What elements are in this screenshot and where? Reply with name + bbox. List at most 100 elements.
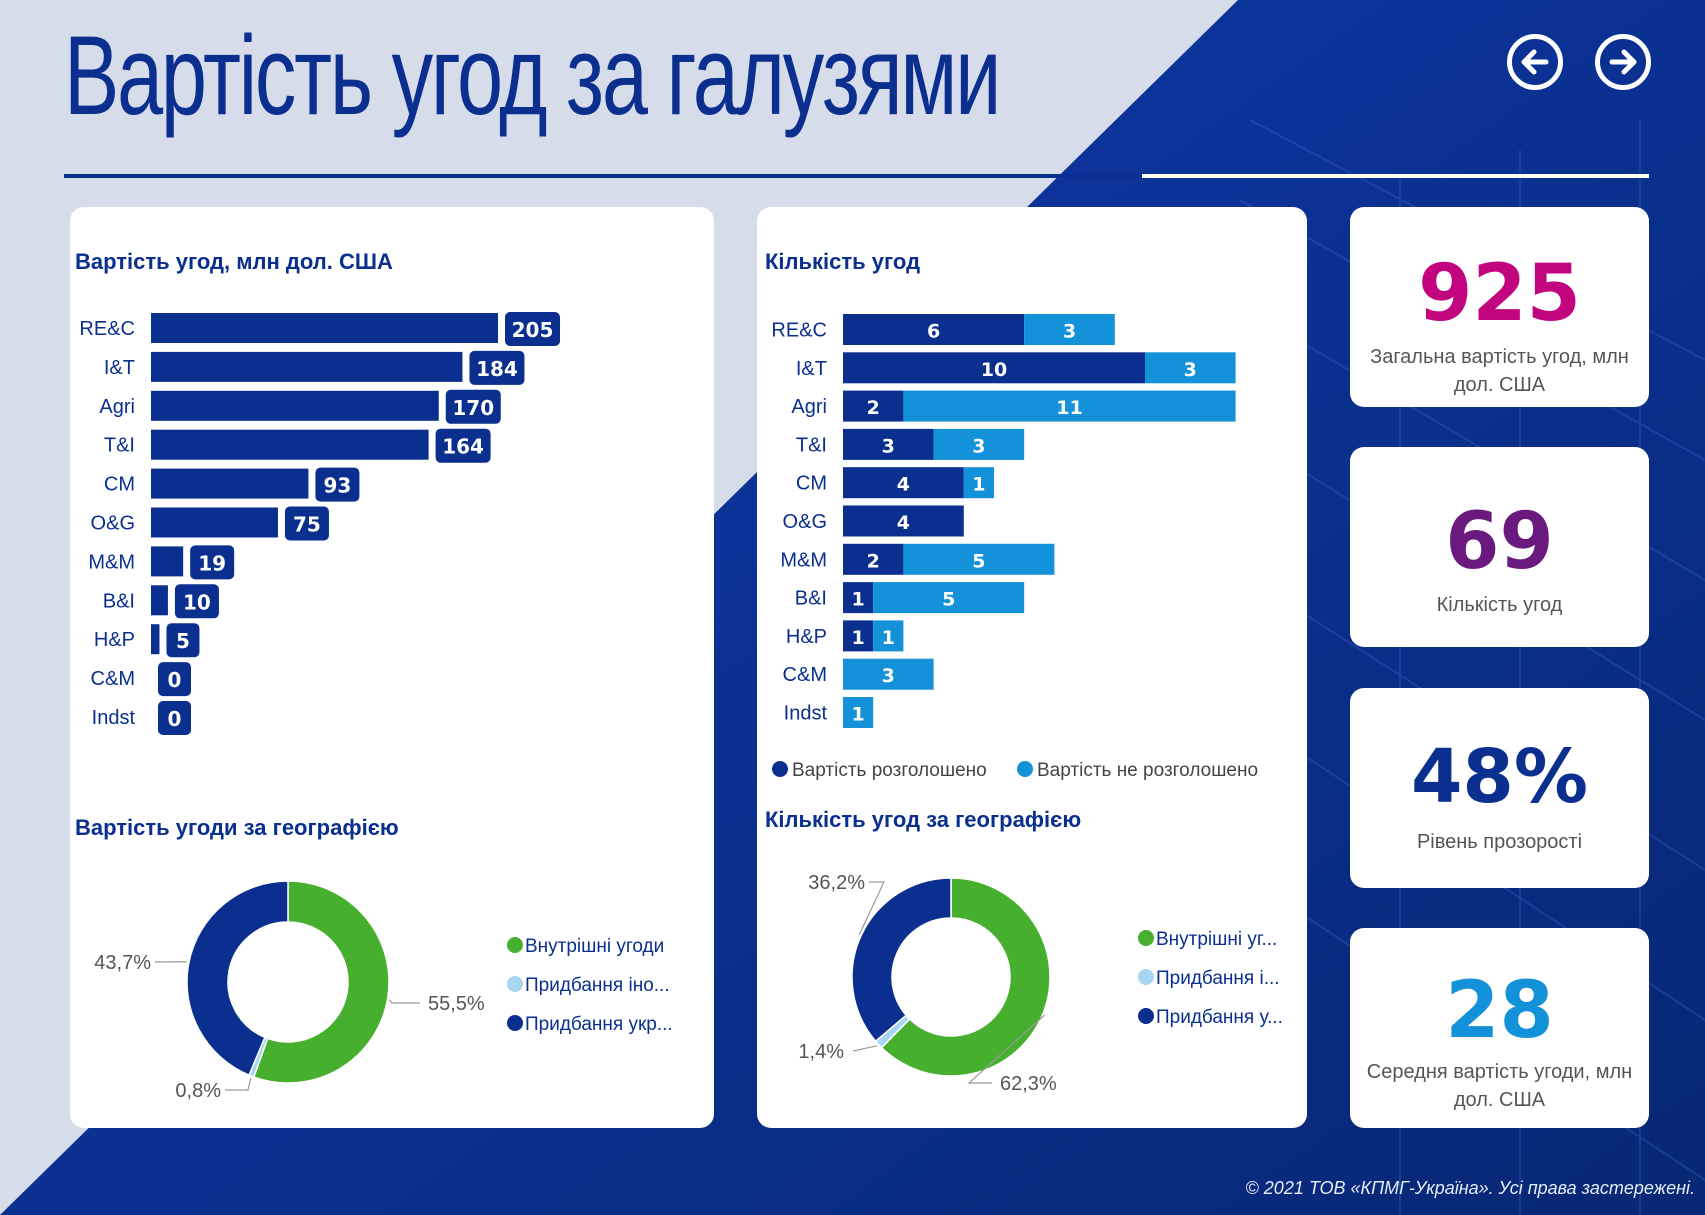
category-label: T&I	[796, 434, 827, 456]
data-label-box	[284, 506, 329, 541]
category-label: CM	[104, 474, 135, 496]
legend-label: Придбання іно...	[525, 975, 670, 996]
bar-segment	[843, 582, 874, 614]
data-label: 10	[981, 359, 1007, 381]
back-button[interactable]	[1507, 34, 1563, 90]
data-label: 3	[972, 435, 985, 457]
data-label: 2	[867, 397, 880, 419]
data-label-box	[505, 312, 560, 346]
data-label: 0	[168, 707, 182, 731]
data-label: 1	[851, 627, 864, 649]
legend-label: Вартість не розголошено	[1037, 760, 1258, 781]
bar	[151, 507, 278, 538]
data-label: 10	[183, 590, 211, 614]
data-label: 11	[1056, 397, 1082, 419]
data-label: 19	[198, 551, 226, 575]
value-label: 43,7%	[94, 952, 151, 974]
bar-segment	[903, 543, 1055, 575]
legend-label: Вартість розголошено	[792, 760, 987, 781]
callout-line	[852, 1045, 878, 1052]
data-label: 1	[851, 589, 864, 611]
callout-line	[858, 881, 885, 935]
count-donut-title: Кількість угод за географією	[765, 807, 1082, 832]
kpi-label: Середня вартість угоди, млн дол. США	[1366, 1061, 1633, 1111]
category-label: C&M	[91, 668, 135, 690]
category-label: O&G	[783, 511, 827, 533]
category-label: O&G	[91, 513, 135, 535]
count-bar-title: Кількість угод	[765, 249, 921, 274]
data-label-box	[158, 662, 191, 697]
data-label: 4	[897, 474, 910, 496]
category-label: M&M	[780, 549, 827, 571]
value-donut-chart: 55,5% 0,8% 43,7% Внутрішні угоди Придбання і…	[94, 880, 673, 1102]
legend-marker	[507, 937, 523, 953]
bar-segment	[843, 428, 934, 460]
legend-marker	[1017, 761, 1033, 777]
bar-segment	[843, 697, 874, 728]
bar	[151, 468, 309, 499]
kpi-value: 69	[1445, 497, 1554, 587]
value-label: 62,3%	[1000, 1073, 1057, 1095]
data-label: 5	[176, 629, 190, 653]
data-label: 2	[867, 550, 880, 572]
data-label-box	[166, 623, 200, 658]
forward-button[interactable]	[1595, 34, 1651, 90]
data-label: 170	[452, 396, 494, 420]
category-label: I&T	[104, 357, 135, 379]
category-label: Agri	[99, 396, 135, 418]
bar	[151, 624, 160, 655]
data-label: 205	[512, 318, 554, 342]
bar	[151, 585, 168, 616]
bar-segment	[1024, 314, 1115, 345]
count-donut-chart: 62,3% 1,4% 36,2% Внутрішні уг... Придбання і…	[798, 872, 1283, 1095]
callout-line	[225, 1077, 252, 1091]
bar-segment	[843, 390, 904, 422]
data-label-box	[190, 545, 235, 580]
data-label: 3	[882, 435, 895, 457]
category-label: Indst	[784, 703, 828, 725]
value-label: 55,5%	[428, 993, 485, 1015]
legend-label: Придбання укр...	[525, 1014, 673, 1035]
category-label: M&M	[88, 551, 135, 573]
bar	[151, 429, 429, 460]
kpi-label: Загальна вартість угод, млн дол. США	[1370, 346, 1629, 396]
data-label: 4	[897, 512, 910, 534]
category-label: I&T	[796, 358, 827, 380]
value-label: 0,8%	[175, 1080, 221, 1102]
bar-segment	[843, 658, 934, 690]
bar	[151, 546, 184, 577]
legend-marker	[1138, 1008, 1154, 1024]
arrow-right-icon	[1609, 49, 1637, 75]
data-label: 6	[927, 321, 940, 343]
callout-line	[967, 1014, 1045, 1084]
legend-marker	[507, 976, 523, 992]
legend-label: Придбання у...	[1156, 1007, 1283, 1028]
category-label: Indst	[92, 707, 136, 729]
bar-segment	[873, 582, 1025, 614]
value-label: 36,2%	[808, 872, 865, 894]
kpi-deal-count: 69 Кількість угод	[1350, 447, 1649, 647]
legend-label: Внутрішні угоди	[525, 936, 664, 957]
bar	[151, 351, 463, 382]
category-label: RE&C	[771, 320, 827, 342]
legend-label: Внутрішні уг...	[1156, 929, 1277, 950]
bar-segment	[843, 314, 1025, 345]
bar-segment	[873, 620, 904, 652]
data-label: 3	[1063, 321, 1076, 343]
bar-segment	[963, 467, 994, 499]
legend-marker	[507, 1015, 523, 1031]
bar	[151, 313, 498, 343]
data-label: 3	[882, 665, 895, 687]
data-label: 1	[882, 627, 895, 649]
category-label: B&I	[103, 590, 135, 612]
kpi-total-value: 925 Загальна вартість угод, млн дол. США	[1350, 207, 1649, 407]
donut-slice	[252, 880, 390, 1084]
data-label: 75	[293, 513, 321, 537]
deal-value-card: Вартість угод, млн дол. США RE&C 205 I&T 18…	[70, 207, 714, 1128]
bar-segment	[843, 543, 904, 575]
category-label: C&M	[783, 664, 827, 686]
value-bar-title: Вартість угод, млн дол. США	[75, 249, 393, 274]
data-label: 0	[168, 668, 182, 692]
data-label-box	[315, 467, 360, 502]
